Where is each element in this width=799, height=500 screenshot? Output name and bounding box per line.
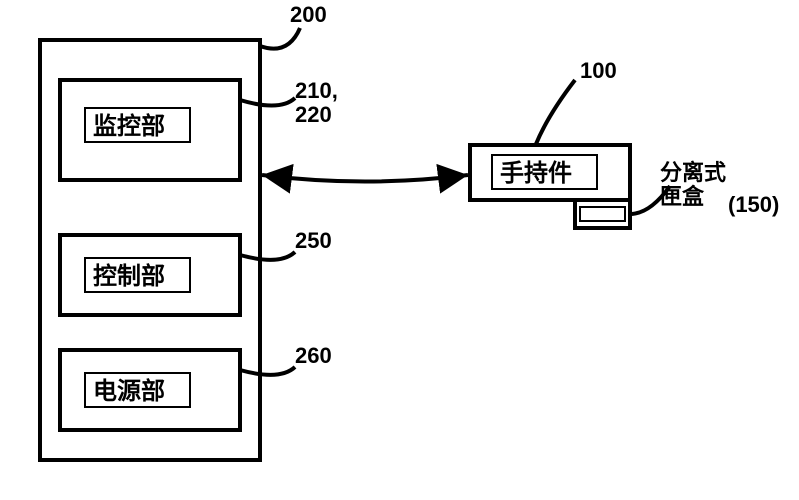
- svg-text:控制部: 控制部: [93, 262, 165, 290]
- svg-text:分离式: 分离式: [660, 160, 726, 185]
- diagram-root: 200 监控部 210,220 控制部 250 电源部 260 手持件 100 分离式匣盒 (150…: [0, 0, 799, 500]
- svg-text:210,: 210,: [295, 78, 338, 103]
- svg-text:220: 220: [295, 102, 332, 127]
- svg-text:100: 100: [580, 58, 617, 83]
- svg-text:电源部: 电源部: [93, 377, 165, 405]
- svg-text:手持件: 手持件: [500, 159, 572, 187]
- svg-text:(150): (150): [728, 192, 779, 217]
- svg-text:200: 200: [290, 2, 327, 27]
- svg-text:匣盒: 匣盒: [660, 184, 705, 209]
- svg-text:250: 250: [295, 228, 332, 253]
- svg-text:监控部: 监控部: [93, 112, 165, 140]
- svg-text:260: 260: [295, 343, 332, 368]
